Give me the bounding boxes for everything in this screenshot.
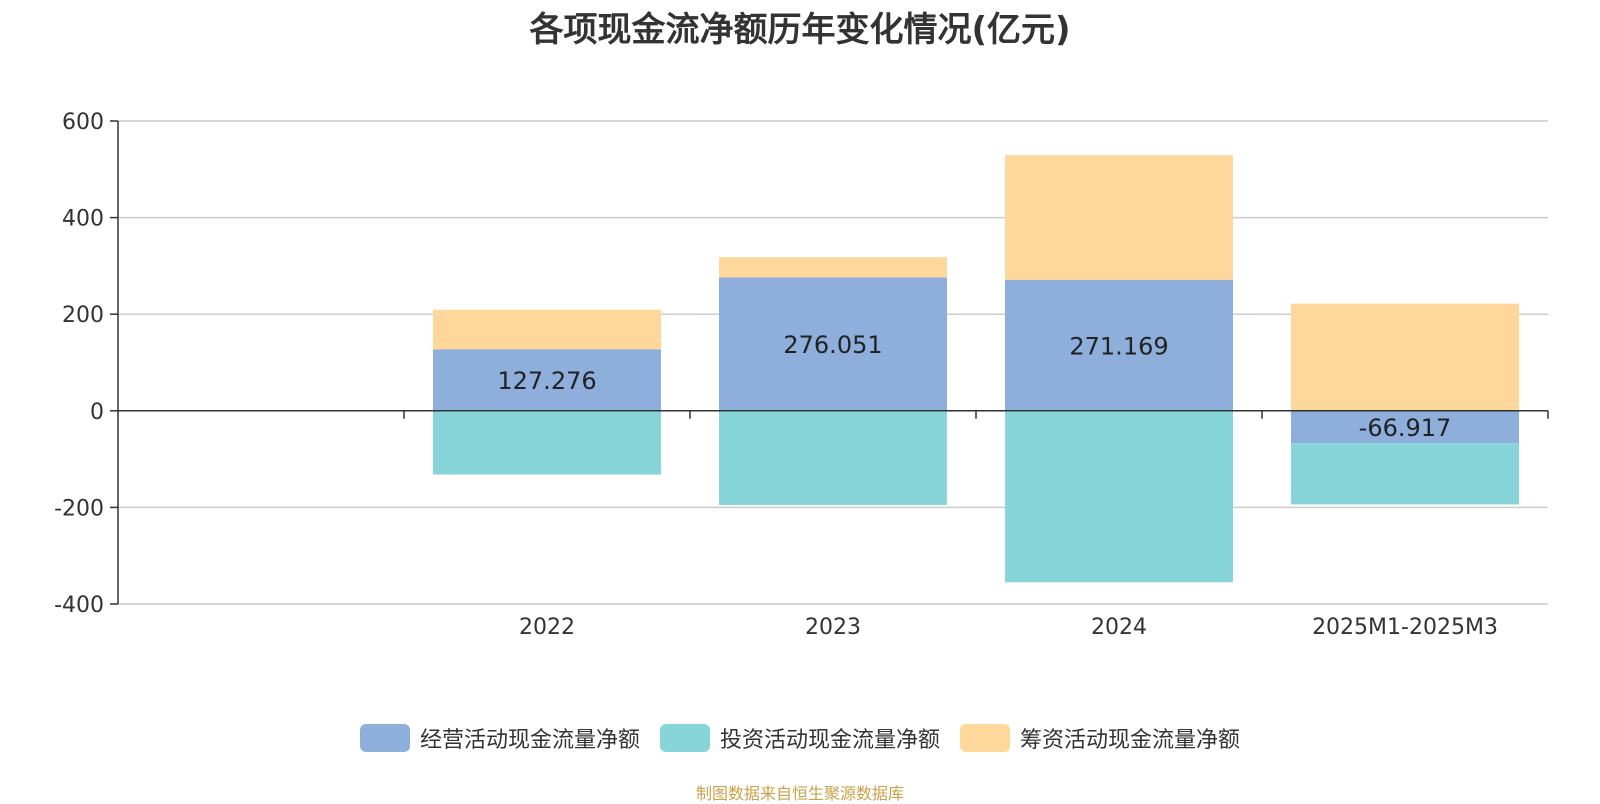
bar-segment <box>433 349 661 411</box>
bar-segment <box>1291 303 1519 411</box>
bar-segment <box>1005 279 1233 411</box>
bar-segment <box>1291 443 1519 505</box>
legend-swatch <box>659 724 710 752</box>
bar-segment <box>719 277 947 411</box>
bar-value-label: 127.276 <box>497 367 596 395</box>
x-tick-label: 2022 <box>519 615 575 640</box>
bar-segment <box>719 257 947 278</box>
legend-label: 经营活动现金流量净额 <box>419 728 640 753</box>
legend-swatch <box>359 724 410 752</box>
legend-label: 投资活动现金流量净额 <box>719 728 940 753</box>
bar-segment <box>719 410 947 505</box>
bar-segment <box>433 309 661 350</box>
legend: 经营活动现金流量净额 投资活动现金流量净额 筹资活动现金流量净额 <box>0 722 1600 754</box>
bar-segment <box>433 410 661 475</box>
bar-value-label: -66.917 <box>1359 414 1452 442</box>
bar-segment <box>1005 155 1233 280</box>
x-tick-label: 2025M1-2025M3 <box>1312 615 1498 640</box>
y-tick-label: 0 <box>90 400 104 425</box>
y-tick-label: 600 <box>62 110 104 135</box>
bar-value-label: 271.169 <box>1069 332 1168 360</box>
x-tick-label: 2024 <box>1091 615 1147 640</box>
y-tick-label: 200 <box>62 303 104 328</box>
x-tick-label: 2023 <box>805 615 861 640</box>
y-tick-label: -200 <box>54 496 104 521</box>
bar-value-label: 276.051 <box>783 331 882 359</box>
y-tick-label: -400 <box>54 593 104 618</box>
source-note: 制图数据来自恒生聚源数据库 <box>695 784 904 803</box>
chart-title: 各项现金流净额历年变化情况(亿元) <box>529 10 1071 50</box>
legend-item[interactable]: 筹资活动现金流量净额 <box>960 722 1240 754</box>
bar-segment <box>1005 410 1233 583</box>
legend-label: 筹资活动现金流量净额 <box>1020 728 1241 753</box>
legend-item[interactable]: 经营活动现金流量净额 <box>359 722 640 754</box>
bar-segment <box>1291 410 1519 444</box>
y-tick-label: 400 <box>62 207 104 232</box>
legend-item[interactable]: 投资活动现金流量净额 <box>659 722 940 754</box>
chart-canvas: -400 -200 0 200 400 600 127.276 276.051 271.169 -… <box>54 110 1549 640</box>
legend-swatch <box>960 724 1010 752</box>
